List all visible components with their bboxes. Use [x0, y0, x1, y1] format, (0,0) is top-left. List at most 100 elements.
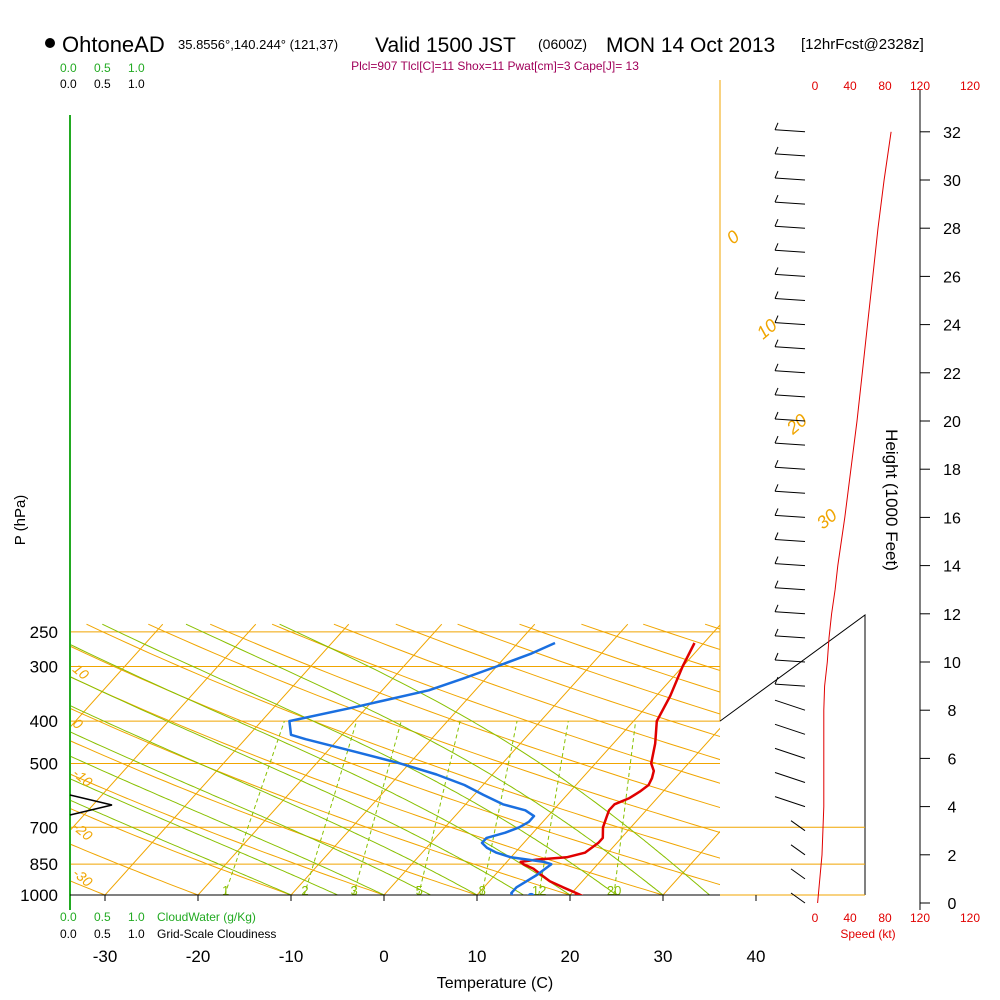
height-tick-label: 16: [943, 510, 961, 527]
dry-adiabat-label: 10: [70, 660, 92, 682]
dry-adiabat: [210, 623, 720, 809]
height-axis-label: Height (1000 Feet): [882, 429, 901, 571]
temperature-tick-label: -20: [186, 947, 211, 966]
cloudiness-tick-label: 0.0: [60, 927, 77, 941]
wind-barb-flag: [774, 556, 779, 564]
mixing-ratio-line: [538, 721, 569, 895]
dry-adiabat: [519, 623, 720, 693]
wind-barb: [774, 322, 806, 326]
speed-axis-label: Speed (kt): [840, 927, 895, 941]
wind-barb: [774, 298, 806, 301]
height-tick-label: 18: [943, 462, 961, 479]
wind-barb: [774, 370, 806, 374]
wind-barb-flag: [774, 652, 779, 661]
wind-barb-flag: [774, 532, 779, 540]
wind-barb: [774, 394, 806, 398]
wind-barb: [774, 442, 806, 446]
wind-barb-flag: [774, 484, 779, 492]
temperature-tick-label: -10: [279, 947, 304, 966]
wind-barb: [774, 177, 806, 181]
wind-barb: [774, 466, 806, 470]
pressure-tick-label: 400: [30, 712, 58, 731]
y-axis-label: P (hPa): [12, 495, 29, 546]
moist-adiabat: [102, 623, 617, 895]
wind-barb: [774, 772, 806, 783]
dry-adiabat: [70, 676, 665, 895]
wind-barb-flag: [774, 387, 779, 396]
moist-adiabat: [70, 755, 385, 895]
height-tick-label: 10: [943, 655, 961, 672]
isotherm-line: [104, 623, 350, 895]
height-tick-label: 8: [948, 703, 957, 720]
speed-tick-label: 80: [878, 911, 892, 925]
tropopause-edge: [719, 614, 866, 895]
stability-indices: Plcl=907 Tlcl[C]=11 Shox=11 Pwat[cm]=3 C…: [351, 59, 639, 73]
height-tick-label: 2: [948, 848, 957, 865]
isotherm-line: [383, 623, 629, 895]
wind-barb: [774, 153, 806, 157]
pressure-tick-label: 850: [30, 855, 58, 874]
wind-barb: [774, 699, 806, 711]
cloudiness-tick-label: 0.0: [60, 77, 77, 91]
speed-tick-label: 120: [910, 911, 930, 925]
header: OhtoneAD 35.8556°,140.244° (121,37) Vali…: [45, 32, 924, 73]
dry-adiabat: [70, 773, 386, 895]
wind-barb-flag: [774, 122, 779, 130]
dewpoint-profile: [288, 641, 556, 895]
valid-utc: (0600Z): [538, 36, 587, 52]
speed-tick-label: 120: [910, 79, 930, 93]
wind-barb: [774, 659, 806, 663]
wind-barb-flag: [774, 267, 779, 275]
wind-barb: [774, 418, 806, 422]
mixing-ratio-label: 2: [301, 883, 308, 898]
dry-adiabat: [395, 623, 720, 738]
wind-barb-flag: [774, 170, 779, 179]
moist-adiabat: [70, 643, 571, 895]
dry-adiabat: [70, 880, 107, 895]
wind-barb-flag: [774, 194, 779, 203]
isotherm-line: [844, 624, 1000, 900]
pressure-tick-label: 500: [30, 754, 58, 773]
wind-barb: [774, 514, 806, 518]
station-dot-icon: [45, 38, 55, 48]
surface-dewpoint: [527, 892, 535, 895]
wind-barb-flag: [774, 219, 779, 227]
cloudiness-label: Grid-Scale Cloudiness: [157, 927, 276, 941]
dry-adiabat-label: -30: [70, 865, 96, 890]
temperature-tick-label: 40: [747, 947, 766, 966]
dry-adiabat: [0, 624, 25, 900]
moist-adiabat: [70, 731, 431, 895]
wind-barb-flag: [774, 508, 779, 516]
wind-barb: [774, 683, 806, 687]
speed-tick-label: 80: [878, 79, 892, 93]
wind-barb-flag: [774, 435, 779, 444]
moist-adiabat: [70, 676, 524, 895]
wind-barb: [790, 892, 806, 904]
isotherm-line: [476, 624, 720, 895]
wind-barb: [774, 346, 806, 350]
pressure-tick-label: 700: [30, 818, 58, 837]
height-tick-label: 28: [943, 221, 961, 238]
mixing-ratio-label: 1: [222, 883, 229, 898]
temperature-profile: [519, 642, 696, 895]
cloud-water-trace: [69, 794, 113, 816]
mixing-ratio-label: 3: [351, 883, 358, 898]
mixing-ratio-line: [352, 720, 402, 895]
wind-barb-flag: [774, 580, 779, 588]
dry-adiabat: [457, 623, 720, 715]
height-tick-label: 14: [943, 559, 961, 576]
pressure-tick-label: 1000: [20, 886, 58, 905]
x-axis-label: Temperature (C): [437, 975, 553, 992]
wind-barb: [774, 225, 806, 229]
height-tick-label: 32: [943, 125, 961, 142]
wind-barb-flag: [774, 363, 779, 371]
speed-tick-label-outer: 120: [960, 79, 980, 93]
moist-adiabat: [70, 704, 478, 895]
wind-barb-flag: [774, 243, 779, 251]
wind-barb: [774, 490, 806, 494]
cloud-water-tick-label: 0.0: [60, 61, 77, 75]
speed-tick-label: 40: [843, 79, 857, 93]
height-tick-label: 12: [943, 607, 961, 624]
